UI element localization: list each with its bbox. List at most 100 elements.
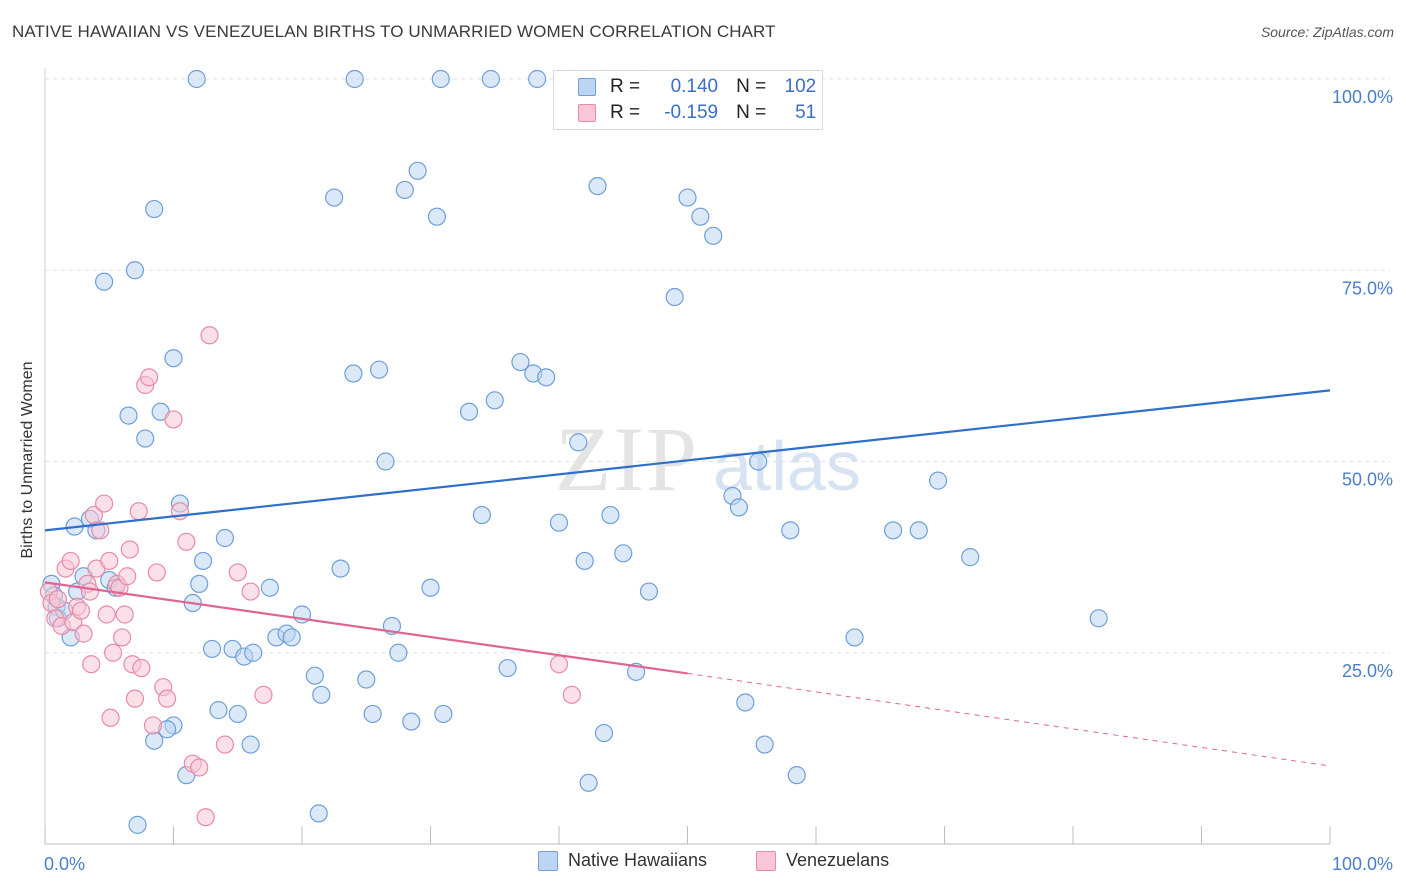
native-hawaiians-point <box>614 544 633 563</box>
venezuelans-point <box>132 658 151 678</box>
series-legend: Native Hawaiians Venezuelans <box>0 850 1406 878</box>
venezuelans-point <box>101 708 120 727</box>
venezuelans-point <box>118 567 137 586</box>
venezuelans-point <box>157 689 177 708</box>
native-hawaiians-point <box>128 815 147 834</box>
native-hawaiians-point <box>431 69 450 89</box>
venezuelans-point <box>48 590 67 609</box>
trend-lines <box>44 389 1331 767</box>
venezuelans-point <box>190 758 209 777</box>
legend-swatch-blue <box>578 78 596 96</box>
y-tick-label: 100.0% <box>1332 87 1393 107</box>
venezuelans-point <box>74 624 93 643</box>
legend-row-native-hawaiians: R = 0.140 N = 102 <box>578 75 816 99</box>
legend-item-venezuelans: Venezuelans <box>756 850 889 871</box>
legend-n-label: N = <box>736 76 767 97</box>
native-hawaiians-point <box>511 352 530 372</box>
venezuelans-trend-line <box>44 581 688 675</box>
native-hawaiians-point <box>402 712 421 731</box>
native-hawaiians-point <box>601 505 620 525</box>
venezuelans-point <box>215 735 234 754</box>
venezuelans-point <box>120 540 139 559</box>
venezuelans-point <box>143 716 163 735</box>
native-hawaiians-point <box>781 521 800 540</box>
native-hawaiians-point <box>691 207 710 226</box>
y-tick-label: 75.0% <box>1342 278 1393 298</box>
venezuelans-point <box>129 502 148 521</box>
venezuelans-point <box>71 601 91 620</box>
native-hawaiians-point <box>498 658 517 678</box>
native-hawaiians-point <box>749 452 768 471</box>
venezuelans-point <box>164 410 183 429</box>
legend-r-value: -0.159 <box>664 102 719 123</box>
native-hawaiians-point <box>961 548 980 567</box>
native-hawaiians-point <box>434 704 453 724</box>
native-hawaiians-point <box>202 639 222 659</box>
native-hawaiians-point <box>190 574 209 594</box>
venezuelans-point <box>177 532 196 551</box>
native-hawaiians-point <box>312 685 331 704</box>
native-hawaiians-point <box>472 505 491 525</box>
watermark-zip: ZIP <box>555 408 699 510</box>
venezuelans-point <box>200 326 219 345</box>
native-hawaiians-point <box>736 693 755 712</box>
native-hawaiians-trend-line <box>44 389 1331 532</box>
venezuelans-point <box>95 494 114 513</box>
native-hawaiians-point <box>665 287 684 307</box>
native-hawaiians-point <box>427 207 447 226</box>
venezuelans-point <box>125 689 145 708</box>
legend-swatch-pink <box>578 104 596 122</box>
native-hawaiians-point <box>755 735 774 754</box>
venezuelans-point <box>139 368 159 387</box>
native-hawaiians-point <box>309 804 328 823</box>
native-hawaiians-point <box>704 226 723 245</box>
native-hawaiians-point <box>909 521 928 540</box>
native-hawaiians-point <box>639 582 659 601</box>
legend-r-label: R = <box>610 76 641 97</box>
native-hawaiians-point <box>244 643 263 662</box>
tick-labels: 25.0% 50.0% 75.0% 100.0% 0.0% 100.0% <box>44 87 1393 874</box>
native-hawaiians-point <box>787 766 806 785</box>
native-hawaiians-point <box>145 199 164 219</box>
native-hawaiians-point <box>357 670 376 689</box>
native-hawaiians-point <box>344 364 363 383</box>
gridlines <box>45 78 1390 654</box>
legend-r-label: R = <box>610 102 641 123</box>
venezuelans-trend-extension <box>687 672 1331 767</box>
native-hawaiians-point <box>241 735 260 754</box>
native-hawaiians-point <box>215 528 234 548</box>
legend-n-label: N = <box>736 102 767 123</box>
x-tick-label: 0.0% <box>44 854 85 874</box>
venezuelans-point <box>115 605 134 624</box>
venezuelans-point <box>549 655 569 674</box>
native-hawaiians-point <box>1089 609 1108 628</box>
native-hawaiians-point <box>537 368 556 387</box>
legend-row-venezuelans: R = -0.159 N = 51 <box>578 101 816 125</box>
native-hawaiians-point <box>345 69 364 89</box>
venezuelans-point <box>104 643 123 662</box>
venezuelans-point <box>254 685 273 704</box>
native-hawaiians-point <box>119 406 138 425</box>
native-hawaiians-point <box>260 578 279 597</box>
native-hawaiians-point <box>370 360 389 379</box>
native-hawaiians-point <box>125 261 145 280</box>
native-hawaiians-point <box>193 551 213 571</box>
venezuelans-point <box>241 582 260 601</box>
native-hawaiians-point <box>187 69 206 89</box>
chart-title: NATIVE HAWAIIAN VS VENEZUELAN BIRTHS TO … <box>12 22 776 41</box>
legend-item-native-hawaiians: Native Hawaiians <box>538 850 707 871</box>
native-hawaiians-point <box>678 188 697 207</box>
native-hawaiians-point <box>376 452 395 471</box>
native-hawaiians-point <box>363 704 382 724</box>
native-hawaiians-point <box>549 513 569 532</box>
native-hawaiians-point <box>569 433 588 452</box>
venezuelans-point <box>228 563 247 582</box>
native-hawaiians-point <box>579 773 598 792</box>
venezuelans-point <box>80 582 100 601</box>
venezuelans-point <box>147 563 166 582</box>
venezuelans-point <box>91 521 110 540</box>
venezuelans-point <box>61 551 80 571</box>
native-hawaiians-point <box>395 180 414 200</box>
legend-n-value: 102 <box>784 76 817 97</box>
venezuelans-point <box>84 505 103 525</box>
